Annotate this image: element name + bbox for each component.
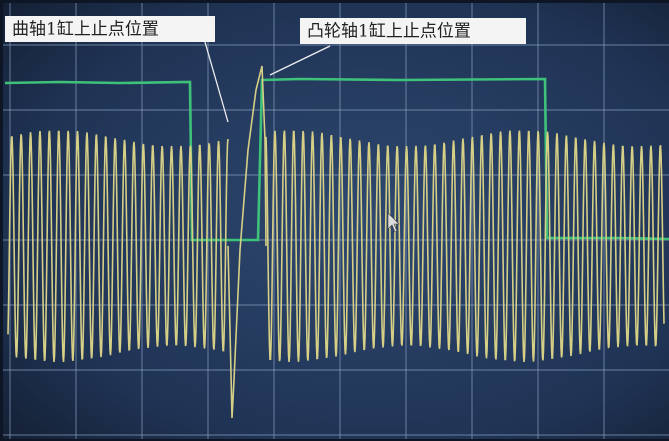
annotation-label: 曲轴1缸上止点位置 <box>12 19 159 40</box>
oscilloscope-photo: 曲轴1缸上止点位置 凸轮轴1缸上止点位置 <box>0 0 669 441</box>
annotation-label: 凸轮轴1缸上止点位置 <box>307 21 471 42</box>
page: 曲轴1缸上止点位置 凸轮轴1缸上止点位置 (() => { const data… <box>0 0 669 441</box>
